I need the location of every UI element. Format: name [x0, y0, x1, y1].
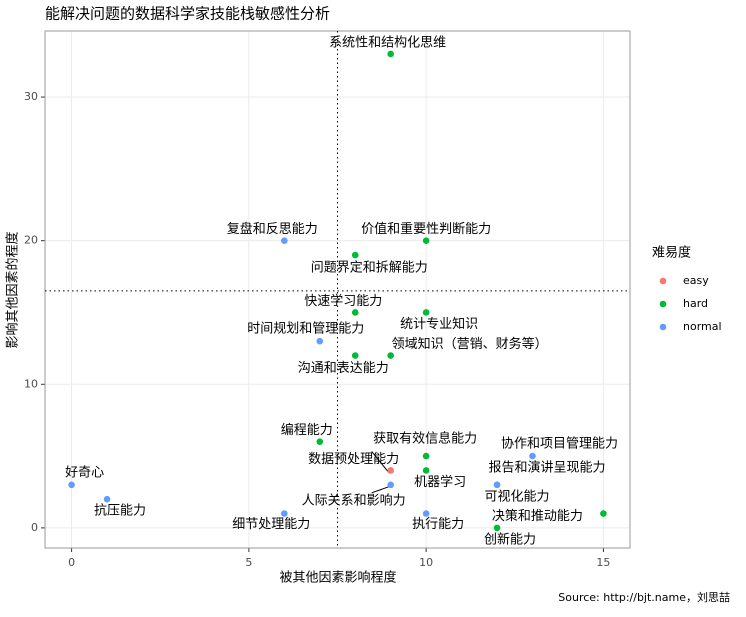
point-label: 复盘和反思能力 — [227, 221, 318, 237]
point-label: 问题界定和拆解能力 — [311, 261, 428, 276]
caption: Source: http://bjt.name，刘思喆 — [558, 591, 730, 604]
point — [351, 309, 359, 316]
legend-label: easy — [683, 274, 709, 287]
point-label: 系统性和结构化思维 — [329, 35, 446, 50]
point — [422, 237, 430, 244]
y-axis-label: 影响其他因素的程度 — [5, 231, 21, 348]
point-label: 时间规划和管理能力 — [247, 322, 364, 337]
chart-title: 能解决问题的数据科学家技能栈敏感性分析 — [45, 5, 330, 23]
point — [387, 481, 394, 489]
point — [529, 452, 536, 460]
point — [422, 510, 430, 517]
point-label: 价值和重要性判断能力 — [361, 221, 491, 237]
point — [351, 352, 359, 359]
point-label: 统计专业知识 — [400, 316, 478, 332]
x-tick-label: 0 — [68, 556, 75, 569]
point — [316, 438, 324, 446]
x-axis-label: 被其他因素影响程度 — [279, 570, 396, 586]
point — [281, 237, 288, 244]
legend-label: normal — [683, 320, 722, 333]
point-label: 好奇心 — [65, 464, 104, 480]
point-label: 协作和项目管理能力 — [501, 437, 618, 452]
point-label: 可视化能力 — [485, 489, 550, 504]
legend-swatch — [659, 300, 667, 308]
legend-label: hard — [683, 297, 708, 310]
x-tick-label: 5 — [245, 556, 252, 569]
point-label: 执行能力 — [412, 517, 464, 532]
point-label: 机器学习 — [414, 474, 466, 490]
point-label: 细节处理能力 — [232, 517, 310, 532]
x-tick-label: 15 — [596, 556, 610, 569]
y-tick-label: 30 — [24, 90, 38, 103]
y-tick-label: 10 — [24, 377, 38, 390]
label-leader — [371, 486, 389, 494]
point — [387, 352, 394, 359]
point-label: 获取有效信息能力 — [373, 431, 477, 447]
point-label: 沟通和表达能力 — [298, 361, 389, 376]
point — [387, 467, 394, 474]
legend-swatch — [659, 323, 667, 331]
point — [316, 337, 324, 345]
point — [422, 452, 430, 460]
y-tick-label: 0 — [31, 521, 38, 534]
legend-swatch — [659, 277, 667, 285]
point-label: 人际关系和影响力 — [302, 492, 406, 508]
point-label: 抗压能力 — [94, 504, 146, 519]
point — [493, 481, 501, 489]
point-label: 快速学习能力 — [304, 293, 382, 309]
point — [600, 510, 607, 517]
point-label: 数据预处理能力 — [308, 452, 399, 467]
point — [103, 495, 111, 503]
point-label: 创新能力 — [484, 531, 536, 547]
point — [68, 481, 75, 489]
legend-title: 难易度 — [652, 245, 691, 261]
point — [387, 50, 394, 58]
point-label: 编程能力 — [281, 423, 333, 438]
point — [493, 524, 501, 532]
point-label: 报告和演讲呈现能力 — [489, 459, 606, 475]
point — [351, 251, 359, 259]
point-label: 领域知识（营销、财务等） — [392, 336, 548, 352]
point — [422, 467, 430, 474]
x-tick-label: 10 — [419, 556, 433, 569]
point — [422, 309, 430, 316]
label-leader — [371, 451, 390, 473]
point — [281, 510, 288, 517]
point-label: 决策和推动能力 — [492, 508, 583, 524]
y-tick-label: 20 — [24, 234, 38, 247]
